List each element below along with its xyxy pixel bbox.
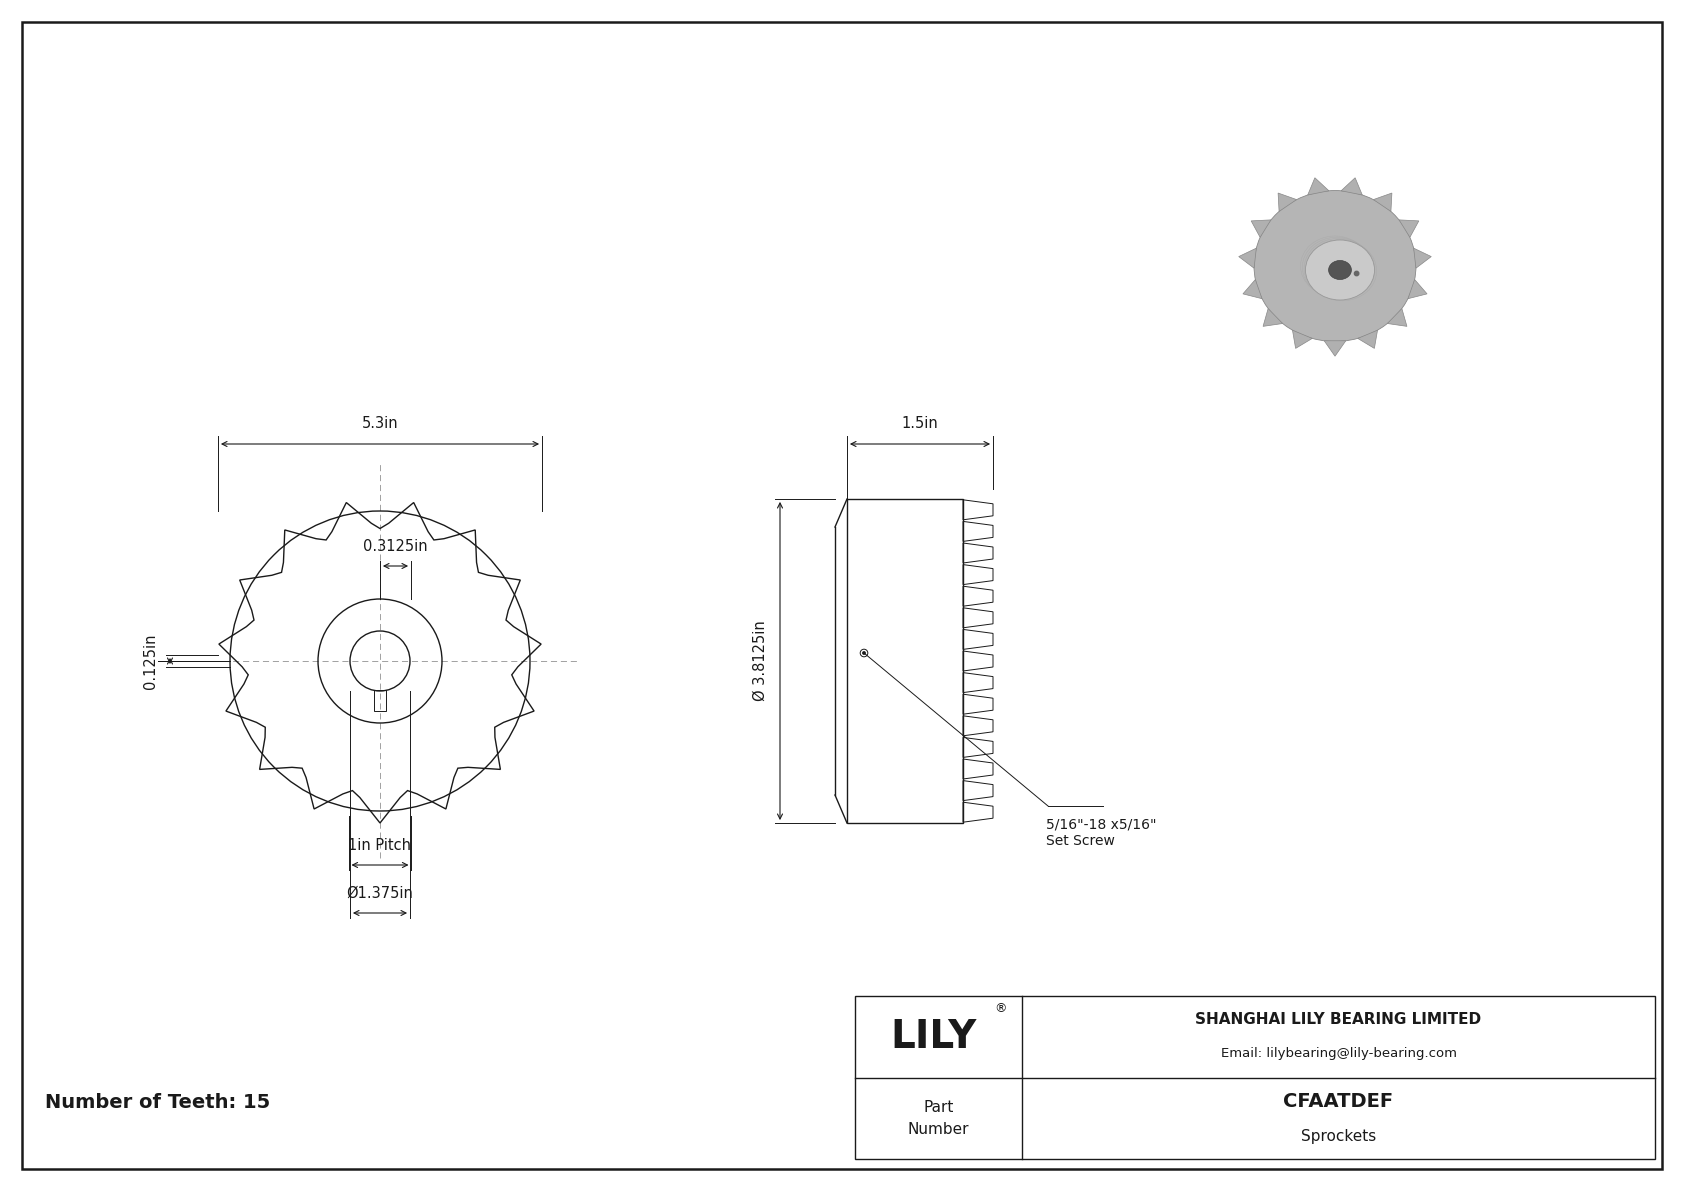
Polygon shape: [1399, 220, 1420, 237]
Text: 5/16"-18 x5/16"
Set Screw: 5/16"-18 x5/16" Set Screw: [1046, 818, 1157, 848]
Polygon shape: [1278, 193, 1297, 212]
Text: Number of Teeth: 15: Number of Teeth: 15: [45, 1093, 269, 1112]
Polygon shape: [1374, 193, 1393, 212]
Text: 0.3125in: 0.3125in: [364, 540, 428, 554]
Text: 1in Pitch: 1in Pitch: [349, 838, 411, 853]
Text: 0.125in: 0.125in: [143, 634, 158, 688]
Text: CFAATDEF: CFAATDEF: [1283, 1092, 1394, 1111]
Polygon shape: [1239, 248, 1256, 268]
Text: LILY: LILY: [891, 1018, 977, 1055]
Text: 1.5in: 1.5in: [901, 416, 938, 431]
Ellipse shape: [1329, 261, 1351, 280]
Text: Ø1.375in: Ø1.375in: [347, 886, 414, 902]
Text: Sprockets: Sprockets: [1300, 1129, 1376, 1143]
Ellipse shape: [1255, 191, 1416, 342]
Polygon shape: [1413, 248, 1431, 268]
Polygon shape: [1324, 341, 1346, 356]
Polygon shape: [1243, 280, 1261, 299]
Text: Email: lilybearing@lily-bearing.com: Email: lilybearing@lily-bearing.com: [1221, 1047, 1457, 1060]
Ellipse shape: [1305, 241, 1374, 300]
Text: 5.3in: 5.3in: [362, 416, 399, 431]
Polygon shape: [1263, 308, 1283, 326]
Text: SHANGHAI LILY BEARING LIMITED: SHANGHAI LILY BEARING LIMITED: [1196, 1012, 1482, 1028]
Text: Part
Number: Part Number: [908, 1099, 970, 1137]
Text: Ø 3.8125in: Ø 3.8125in: [753, 621, 768, 701]
Polygon shape: [1308, 177, 1329, 195]
Polygon shape: [1408, 280, 1426, 299]
Text: ®: ®: [994, 1003, 1007, 1015]
Polygon shape: [1251, 220, 1271, 237]
Polygon shape: [1357, 330, 1378, 349]
Polygon shape: [1388, 308, 1406, 326]
Circle shape: [1354, 272, 1359, 275]
Polygon shape: [1293, 330, 1312, 349]
Polygon shape: [1340, 177, 1362, 195]
Circle shape: [862, 651, 866, 654]
